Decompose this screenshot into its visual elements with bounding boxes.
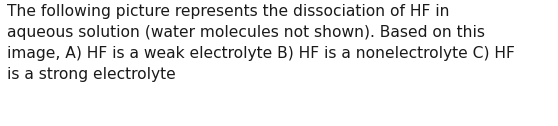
Text: The following picture represents the dissociation of HF in
aqueous solution (wat: The following picture represents the dis… bbox=[7, 4, 514, 82]
